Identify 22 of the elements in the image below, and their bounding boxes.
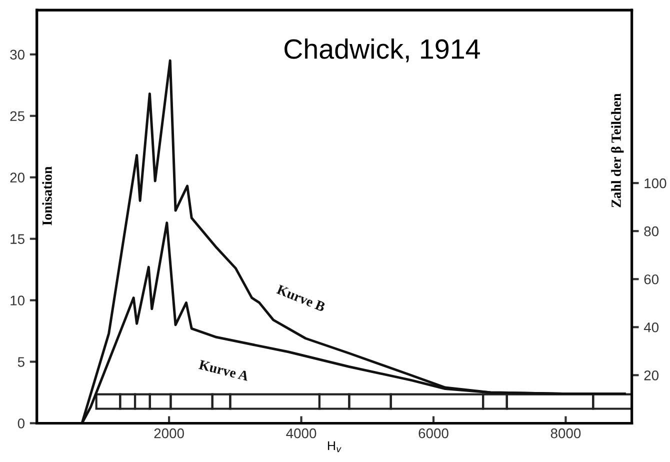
y2-tick-label: 60: [644, 274, 659, 284]
y-tick-label: 25: [10, 111, 24, 122]
x-tick-label: 6000: [418, 428, 448, 438]
y-tick-label: 15: [10, 234, 24, 244]
y-tick-label: 20: [10, 172, 25, 183]
y2-tick-label: 100: [644, 178, 666, 188]
x-axis-title: H$_{v}$: [328, 441, 342, 452]
x-tick-label: 2000: [154, 428, 184, 438]
y-axis-title: Ionisation: [42, 166, 52, 226]
y2-tick-label: 80: [644, 226, 659, 236]
annotation: Chadwick, 1914: [284, 38, 480, 62]
y2-tick-label: 20: [644, 370, 659, 380]
y-tick-label: 5: [18, 357, 24, 367]
x-tick-label: 8000: [550, 428, 581, 438]
y-tick-label: 0: [18, 418, 24, 428]
y2-axis-title: Zahl der β Teilchen: [610, 93, 624, 208]
y2-tick-label: 40: [644, 322, 659, 332]
y-tick-label: 30: [10, 50, 25, 60]
y-tick-label: 10: [10, 296, 25, 306]
x-tick-label: 4000: [286, 428, 316, 438]
text: Kurve A: [198, 360, 250, 382]
text: Kurve B: [276, 284, 326, 312]
